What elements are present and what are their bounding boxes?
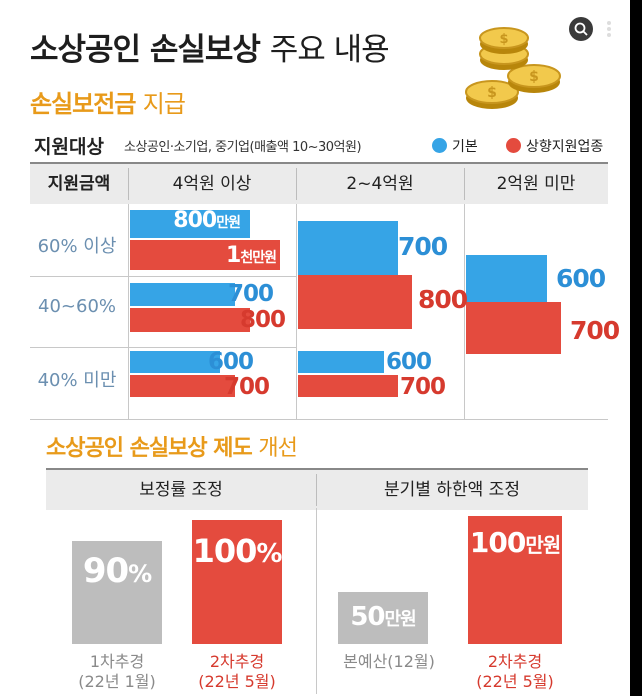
grid-line [296,204,297,420]
row-label-under40: 40% 미만 [37,370,117,391]
grid-line [464,204,465,420]
bar-all-under2-upgraded [466,302,561,354]
row-label-40to60: 40~60% [38,296,116,317]
grid-line [30,419,608,420]
svg-text:$: $ [499,32,508,47]
bar-40to60-4plus-basic [130,283,235,306]
header-col-2to4: 2~4억원 [346,174,414,194]
bar-under40-4plus-basic [130,351,220,373]
caption-rate-after: 2차추경 (22년 5월) [198,652,276,691]
more-vert-icon[interactable] [606,16,612,42]
bar-under40-2to4-upgraded [298,375,399,397]
svg-text:$: $ [529,69,539,85]
data-label: 600 [208,349,254,375]
header-col-4plus: 4억원 이상 [172,174,252,194]
section2-header: 보정률 조정 분기별 하한액 조정 [46,468,588,510]
bar-all-under2-basic [466,255,547,302]
bar-rate-before: 90% [72,541,162,644]
legend-label-basic: 기본 [452,139,478,155]
coins-icon: $ $ $ [465,27,561,109]
bar-40plus-2to4-upgraded [298,275,413,329]
section-title-2: 소상공인 손실보상 제도 개선 [46,436,298,461]
bar-under40-2to4-basic [298,351,384,373]
lens-icon[interactable] [568,16,594,42]
data-label: 50만원 [350,602,416,632]
header-floor-adjust: 분기별 하한액 조정 [384,480,520,500]
target-description: 소상공인·소기업, 중기업(매출액 10~30억원) [124,140,362,155]
data-label: 700 [224,374,270,400]
data-label: 800 [240,307,286,333]
data-label: 1천만원 [226,243,277,268]
bar-40plus-2to4-basic [298,221,399,275]
data-label: 600 [556,264,606,293]
header-col-under2: 2억원 미만 [496,174,576,194]
data-label: 700 [570,316,620,345]
data-label: 700 [398,232,448,261]
legend-dot-upgraded [506,138,521,153]
data-label: 700 [400,374,446,400]
grid-line [30,276,296,277]
bar-under40-4plus-upgraded [130,375,235,397]
header-rate-adjust: 보정률 조정 [139,480,223,500]
target-label: 지원대상 [34,136,104,158]
grid-line [128,204,129,420]
bar-floor-after: 100만원 [468,516,562,644]
section-title-1: 손실보전금 지급 [30,90,186,118]
bar-60plus-4plus-upgraded [130,240,280,270]
data-label: 800만원 [173,208,241,233]
data-label: 600 [386,349,432,375]
header-amount: 지원금액 [47,174,111,194]
data-label: 100% [192,532,283,570]
legend-label-upgraded: 상향지원업종 [526,139,604,155]
data-label: 800 [418,285,468,314]
caption-floor-before: 본예산(12월) [343,652,435,671]
bar-rate-after: 100% [192,520,282,644]
svg-text:$: $ [487,85,497,101]
row-label-60plus: 60% 이상 [37,236,117,257]
data-label: 700 [228,281,274,307]
bar-60plus-4plus-basic [130,210,250,238]
data-label: 90% [82,551,152,592]
caption-floor-after: 2차추경 (22년 5월) [476,652,554,691]
bar-40to60-4plus-upgraded [130,308,250,332]
data-label: 100만원 [469,526,561,559]
page-title: 소상공인 손실보상 주요 내용 [30,32,390,68]
grid-line [316,508,317,694]
bar-floor-before: 50만원 [338,592,428,644]
table-header: 지원금액 4억원 이상 2~4억원 2억원 미만 [30,162,608,204]
caption-rate-before: 1차추경 (22년 1월) [78,652,156,691]
legend-dot-basic [432,138,447,153]
grid-line [30,347,296,348]
